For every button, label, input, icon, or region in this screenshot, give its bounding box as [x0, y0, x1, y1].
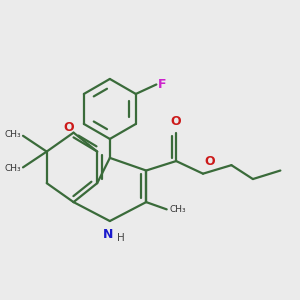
Text: O: O: [171, 115, 182, 128]
Text: CH₃: CH₃: [5, 130, 21, 139]
Text: F: F: [158, 78, 167, 91]
Text: N: N: [103, 228, 113, 241]
Text: CH₃: CH₃: [169, 205, 186, 214]
Text: CH₃: CH₃: [5, 164, 21, 173]
Text: O: O: [204, 155, 214, 168]
Text: O: O: [64, 121, 74, 134]
Text: H: H: [117, 233, 124, 243]
